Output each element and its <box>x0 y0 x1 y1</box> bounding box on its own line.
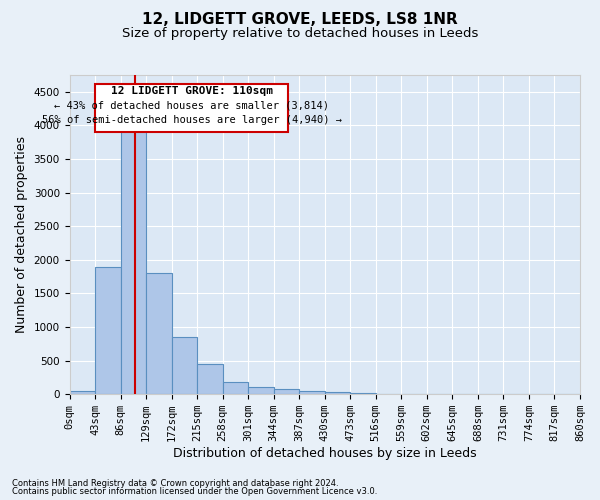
Text: Contains public sector information licensed under the Open Government Licence v3: Contains public sector information licen… <box>12 487 377 496</box>
Bar <box>299 390 325 394</box>
Bar <box>95 266 121 394</box>
Text: 12 LIDGETT GROVE: 110sqm: 12 LIDGETT GROVE: 110sqm <box>110 86 272 96</box>
Bar <box>248 387 274 394</box>
Text: Size of property relative to detached houses in Leeds: Size of property relative to detached ho… <box>122 28 478 40</box>
Bar <box>325 392 350 394</box>
Bar <box>121 92 146 394</box>
Bar <box>197 364 223 394</box>
Bar <box>172 337 197 394</box>
Bar <box>223 382 248 394</box>
Text: ← 43% of detached houses are smaller (3,814): ← 43% of detached houses are smaller (3,… <box>54 100 329 110</box>
Bar <box>146 274 172 394</box>
Text: Contains HM Land Registry data © Crown copyright and database right 2024.: Contains HM Land Registry data © Crown c… <box>12 478 338 488</box>
X-axis label: Distribution of detached houses by size in Leeds: Distribution of detached houses by size … <box>173 447 476 460</box>
Text: 56% of semi-detached houses are larger (4,940) →: 56% of semi-detached houses are larger (… <box>41 116 341 126</box>
Bar <box>70 391 95 394</box>
Bar <box>350 393 376 394</box>
FancyBboxPatch shape <box>95 84 288 132</box>
Bar <box>274 389 299 394</box>
Text: 12, LIDGETT GROVE, LEEDS, LS8 1NR: 12, LIDGETT GROVE, LEEDS, LS8 1NR <box>142 12 458 28</box>
Y-axis label: Number of detached properties: Number of detached properties <box>15 136 28 333</box>
